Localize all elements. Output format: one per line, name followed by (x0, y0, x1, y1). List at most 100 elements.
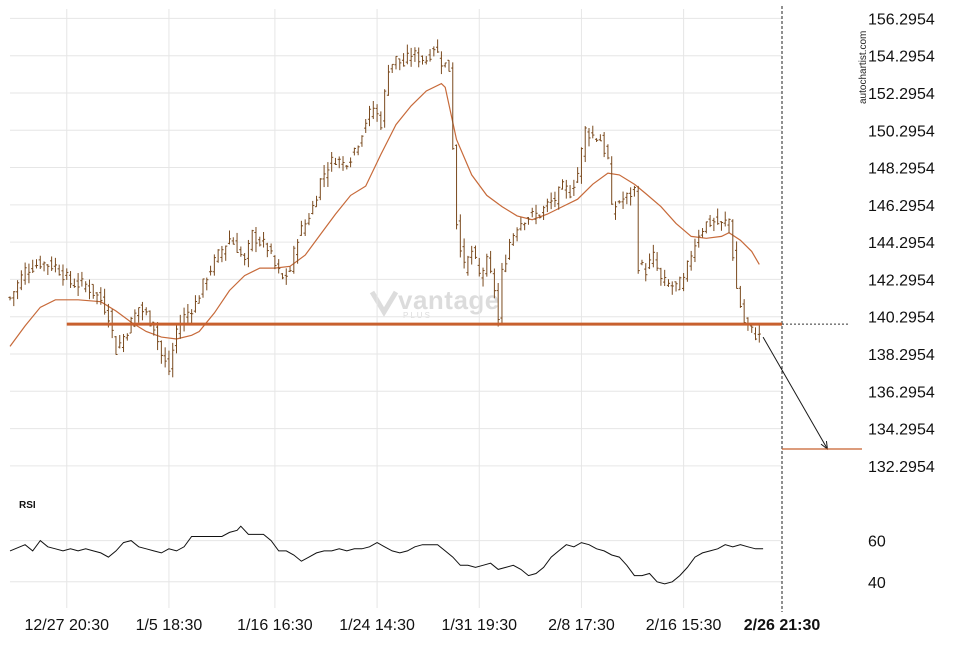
price-bar (655, 252, 659, 271)
price-bar (489, 250, 493, 274)
y-tick-label: 134.2954 (868, 422, 935, 439)
price-bar (413, 47, 417, 62)
price-bar (76, 273, 80, 297)
grid-lines (10, 6, 783, 612)
price-bar (727, 218, 731, 234)
price-bar (68, 271, 73, 288)
price-bar (519, 217, 523, 231)
price-bar (738, 285, 742, 308)
price-bar (602, 132, 606, 158)
price-bar (401, 53, 406, 67)
price-bar (466, 255, 470, 276)
price-bar (682, 273, 686, 292)
y-axis-ticks: 156.2954 154.2954 152.2954 150.2954 148.2954… (868, 11, 935, 591)
price-bar (613, 201, 618, 220)
price-bar (447, 59, 451, 72)
price-bar (704, 221, 708, 234)
price-bar (629, 187, 633, 206)
price-bar (277, 259, 281, 274)
price-bar (288, 266, 292, 273)
price-bar (504, 254, 508, 273)
price-bar (61, 264, 65, 286)
y-tick-label: 152.2954 (868, 86, 935, 103)
price-bar (417, 47, 421, 68)
price-bar (587, 127, 591, 147)
price-bar (708, 214, 712, 228)
price-bar (193, 295, 198, 313)
price-bar (647, 253, 652, 270)
price-bar (311, 200, 315, 215)
price-bar (432, 46, 436, 57)
rsi-line (9, 525, 764, 585)
price-bar (326, 162, 330, 187)
price-bar (390, 63, 394, 74)
price-bar (511, 233, 515, 246)
price-bar (307, 213, 311, 226)
price-bar (99, 287, 103, 305)
price-bar (405, 44, 409, 65)
price-bar (197, 295, 201, 304)
price-bar (341, 156, 345, 171)
price-bar (121, 333, 126, 353)
x-tick-label-current: 2/26 21:30 (744, 617, 821, 634)
price-bar (212, 254, 216, 276)
price-bar (231, 237, 235, 245)
price-bar (284, 268, 288, 285)
price-bar (46, 264, 50, 275)
price-bar (644, 263, 648, 282)
price-bar (345, 164, 349, 170)
price-bar (12, 290, 16, 307)
price-bar (159, 340, 163, 364)
price-bar (125, 333, 129, 341)
price-bar (379, 111, 383, 130)
price-bar (606, 144, 610, 160)
price-bar (95, 292, 99, 305)
price-bar (712, 217, 716, 232)
price-bar (57, 264, 61, 276)
price-bar (610, 156, 614, 205)
price-bar (731, 219, 735, 261)
y-tick-label: 154.2954 (868, 49, 935, 66)
x-tick-label: 1/31 19:30 (441, 617, 517, 634)
price-bar (50, 256, 54, 271)
price-bar (439, 51, 444, 75)
price-bar (243, 253, 247, 266)
y-tick-label: 148.2954 (868, 161, 935, 178)
price-bar (398, 58, 402, 71)
price-bar (568, 185, 572, 199)
price-bar (155, 322, 160, 351)
price-bar (636, 185, 640, 274)
price-bar (451, 62, 455, 150)
rsi-tick-label: 40 (868, 575, 886, 592)
price-bar (719, 221, 724, 231)
price-bar (428, 49, 432, 62)
x-tick-label: 1/16 16:30 (237, 617, 313, 634)
price-bar (526, 216, 531, 225)
price-bar (220, 245, 224, 263)
price-bar (420, 55, 425, 65)
price-bar (114, 336, 118, 355)
price-bar (371, 100, 375, 120)
price-bar (515, 227, 519, 242)
moving-average (9, 82, 760, 347)
price-bar (72, 278, 76, 288)
price-bar (700, 228, 705, 238)
price-bar (663, 269, 667, 287)
price-bar (356, 145, 360, 156)
price-bar (651, 244, 655, 268)
vantage-logo: vantage PLUS (369, 285, 499, 320)
y-tick-label: 138.2954 (868, 347, 935, 364)
price-bar (337, 156, 341, 169)
price-bar (53, 257, 58, 273)
price-bars (8, 39, 761, 378)
price-bar (103, 288, 107, 315)
price-bar (250, 229, 254, 252)
price-bar (174, 323, 179, 354)
y-tick-label: 140.2954 (868, 310, 935, 327)
price-bar (678, 276, 682, 291)
price-bar (757, 325, 761, 343)
price-bar (23, 262, 27, 285)
price-bar (80, 271, 84, 287)
x-tick-label: 1/5 18:30 (136, 617, 203, 634)
price-bar (500, 262, 504, 324)
